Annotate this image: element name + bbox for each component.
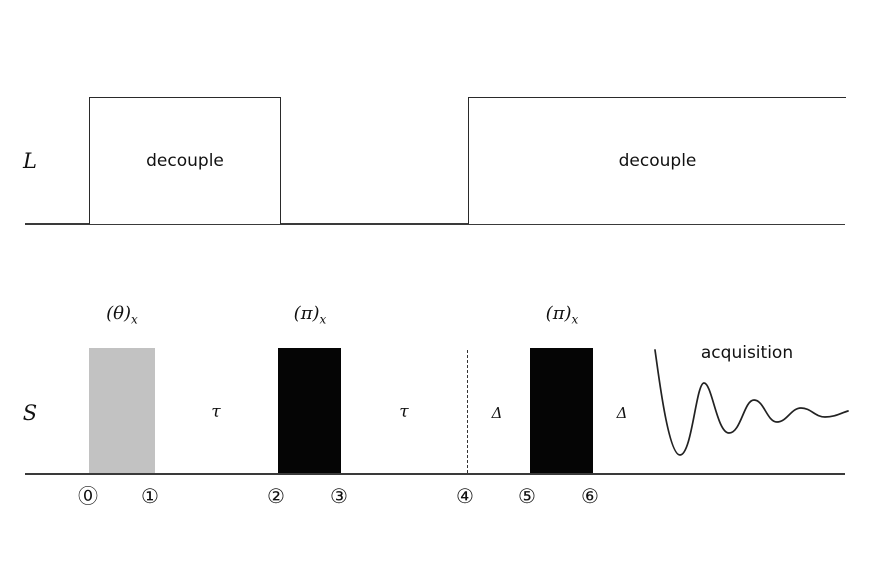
decouple-label-1: decouple [146, 151, 224, 171]
decouple-label-2: decouple [618, 151, 697, 171]
theta-pulse-rect [89, 348, 155, 473]
pi-pulse-1-rect [278, 348, 341, 473]
timepoint-6: ⑥ [581, 484, 599, 508]
theta-pulse-label-sub: x [131, 312, 138, 327]
tau-delay-2: τ [399, 402, 409, 422]
fid-signal-curve [654, 349, 849, 456]
timepoint-4: ④ [456, 484, 474, 508]
decouple-pulse-1: decouple [89, 97, 281, 224]
pi-pulse-2-label-base: (π) [545, 303, 572, 324]
pi-pulse-1-label: (π)x [265, 303, 355, 327]
delta-delay-1: Δ [491, 404, 503, 422]
theta-pulse-label-base: (θ) [106, 303, 132, 324]
pi-pulse-2-label-sub: x [571, 312, 579, 327]
timepoint-5: ⑤ [518, 484, 536, 508]
decouple-pulse-2: decouple [468, 97, 846, 224]
dashed-divider-line [467, 350, 468, 473]
theta-pulse-label: (θ)x [77, 303, 167, 327]
pi-pulse-1-label-base: (π) [293, 303, 320, 324]
pi-pulse-2-rect [530, 348, 593, 473]
tau-delay-1: τ [211, 402, 221, 422]
timepoint-2: ② [267, 484, 285, 508]
channel-s-label: S [22, 401, 38, 425]
timepoint-0: ⓪ [78, 484, 98, 508]
delta-delay-2: Δ [616, 404, 628, 422]
timepoint-1: ① [141, 484, 159, 508]
channel-l-baseline [25, 223, 845, 225]
channel-s-baseline [25, 473, 845, 475]
timepoint-3: ③ [330, 484, 348, 508]
pi-pulse-1-label-sub: x [319, 312, 327, 327]
pi-pulse-2-label: (π)x [517, 303, 607, 327]
acquisition-label: acquisition [700, 343, 794, 363]
channel-l-label: L [23, 149, 37, 173]
